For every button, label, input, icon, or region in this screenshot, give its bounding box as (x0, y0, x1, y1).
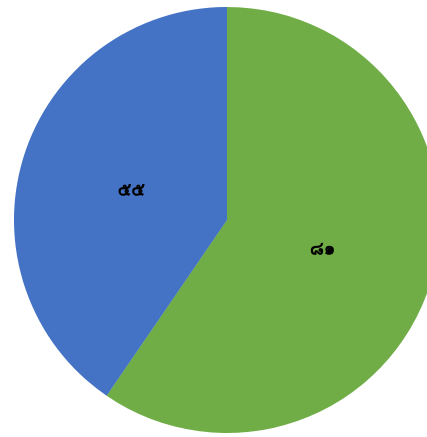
pie-slice (106, 7, 427, 433)
pie-slice (14, 7, 227, 396)
data-label: ๘๑ (310, 239, 335, 260)
data-label: ๕๕ (118, 179, 146, 200)
